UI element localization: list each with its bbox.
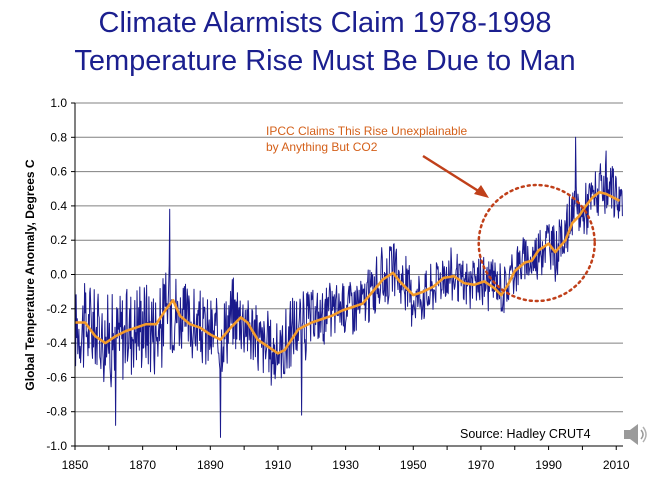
y-tick-label: -0.8: [46, 405, 67, 419]
speaker-icon[interactable]: [624, 424, 647, 445]
y-axis-ticks: 1.0 0.8 0.6 0.4 0.2 0.0 -0.2 -0.4 -0.6 -0.8 -1.0: [46, 96, 75, 453]
x-tick-label: 1910: [265, 458, 292, 472]
x-tick-label: 1950: [400, 458, 427, 472]
x-tick-label: 2010: [603, 458, 630, 472]
annotation-circle: [477, 183, 596, 303]
x-axis-ticks: 1850 1870 1890 1910 1930 1950 1970 1990 2010: [62, 446, 630, 472]
source-label: Source: Hadley CRUT4: [460, 427, 591, 441]
y-tick-label: 0.0: [50, 268, 67, 282]
annotation-line-1: IPCC Claims This Rise Unexplainable: [266, 124, 468, 138]
title-line-2: Temperature Rise Must Be Due to Man: [74, 45, 576, 77]
y-tick-label: -0.4: [46, 336, 67, 350]
annotation-arrowhead: [474, 185, 489, 198]
x-tick-label: 1930: [332, 458, 359, 472]
x-tick-label: 1870: [129, 458, 156, 472]
y-tick-label: 1.0: [50, 96, 67, 110]
y-tick-label: 0.4: [50, 199, 67, 213]
y-tick-label: -0.2: [46, 302, 67, 316]
title-line-1: Climate Alarmists Claim 1978-1998: [98, 7, 552, 39]
series-layer: [74, 136, 623, 438]
x-tick-label: 1890: [197, 458, 224, 472]
y-tick-label: 0.2: [50, 233, 67, 247]
smoothed-series-line: [75, 190, 621, 355]
y-tick-label: 0.8: [50, 130, 67, 144]
y-tick-label: -0.6: [46, 370, 67, 384]
x-tick-label: 1990: [535, 458, 562, 472]
monthly-series-line: [74, 136, 623, 438]
x-tick-label: 1850: [62, 458, 89, 472]
annotation-line-2: by Anything But CO2: [266, 140, 378, 154]
gridlines: [75, 102, 623, 447]
y-tick-label: 0.6: [50, 165, 67, 179]
y-axis-label: Global Temperature Anomaly, Degrees C: [23, 159, 37, 391]
annotation-arrow: [422, 154, 481, 194]
x-tick-label: 1970: [468, 458, 495, 472]
slide-title: Climate Alarmists Claim 1978-1998 Temper…: [0, 4, 650, 80]
y-tick-label: -1.0: [46, 439, 67, 453]
